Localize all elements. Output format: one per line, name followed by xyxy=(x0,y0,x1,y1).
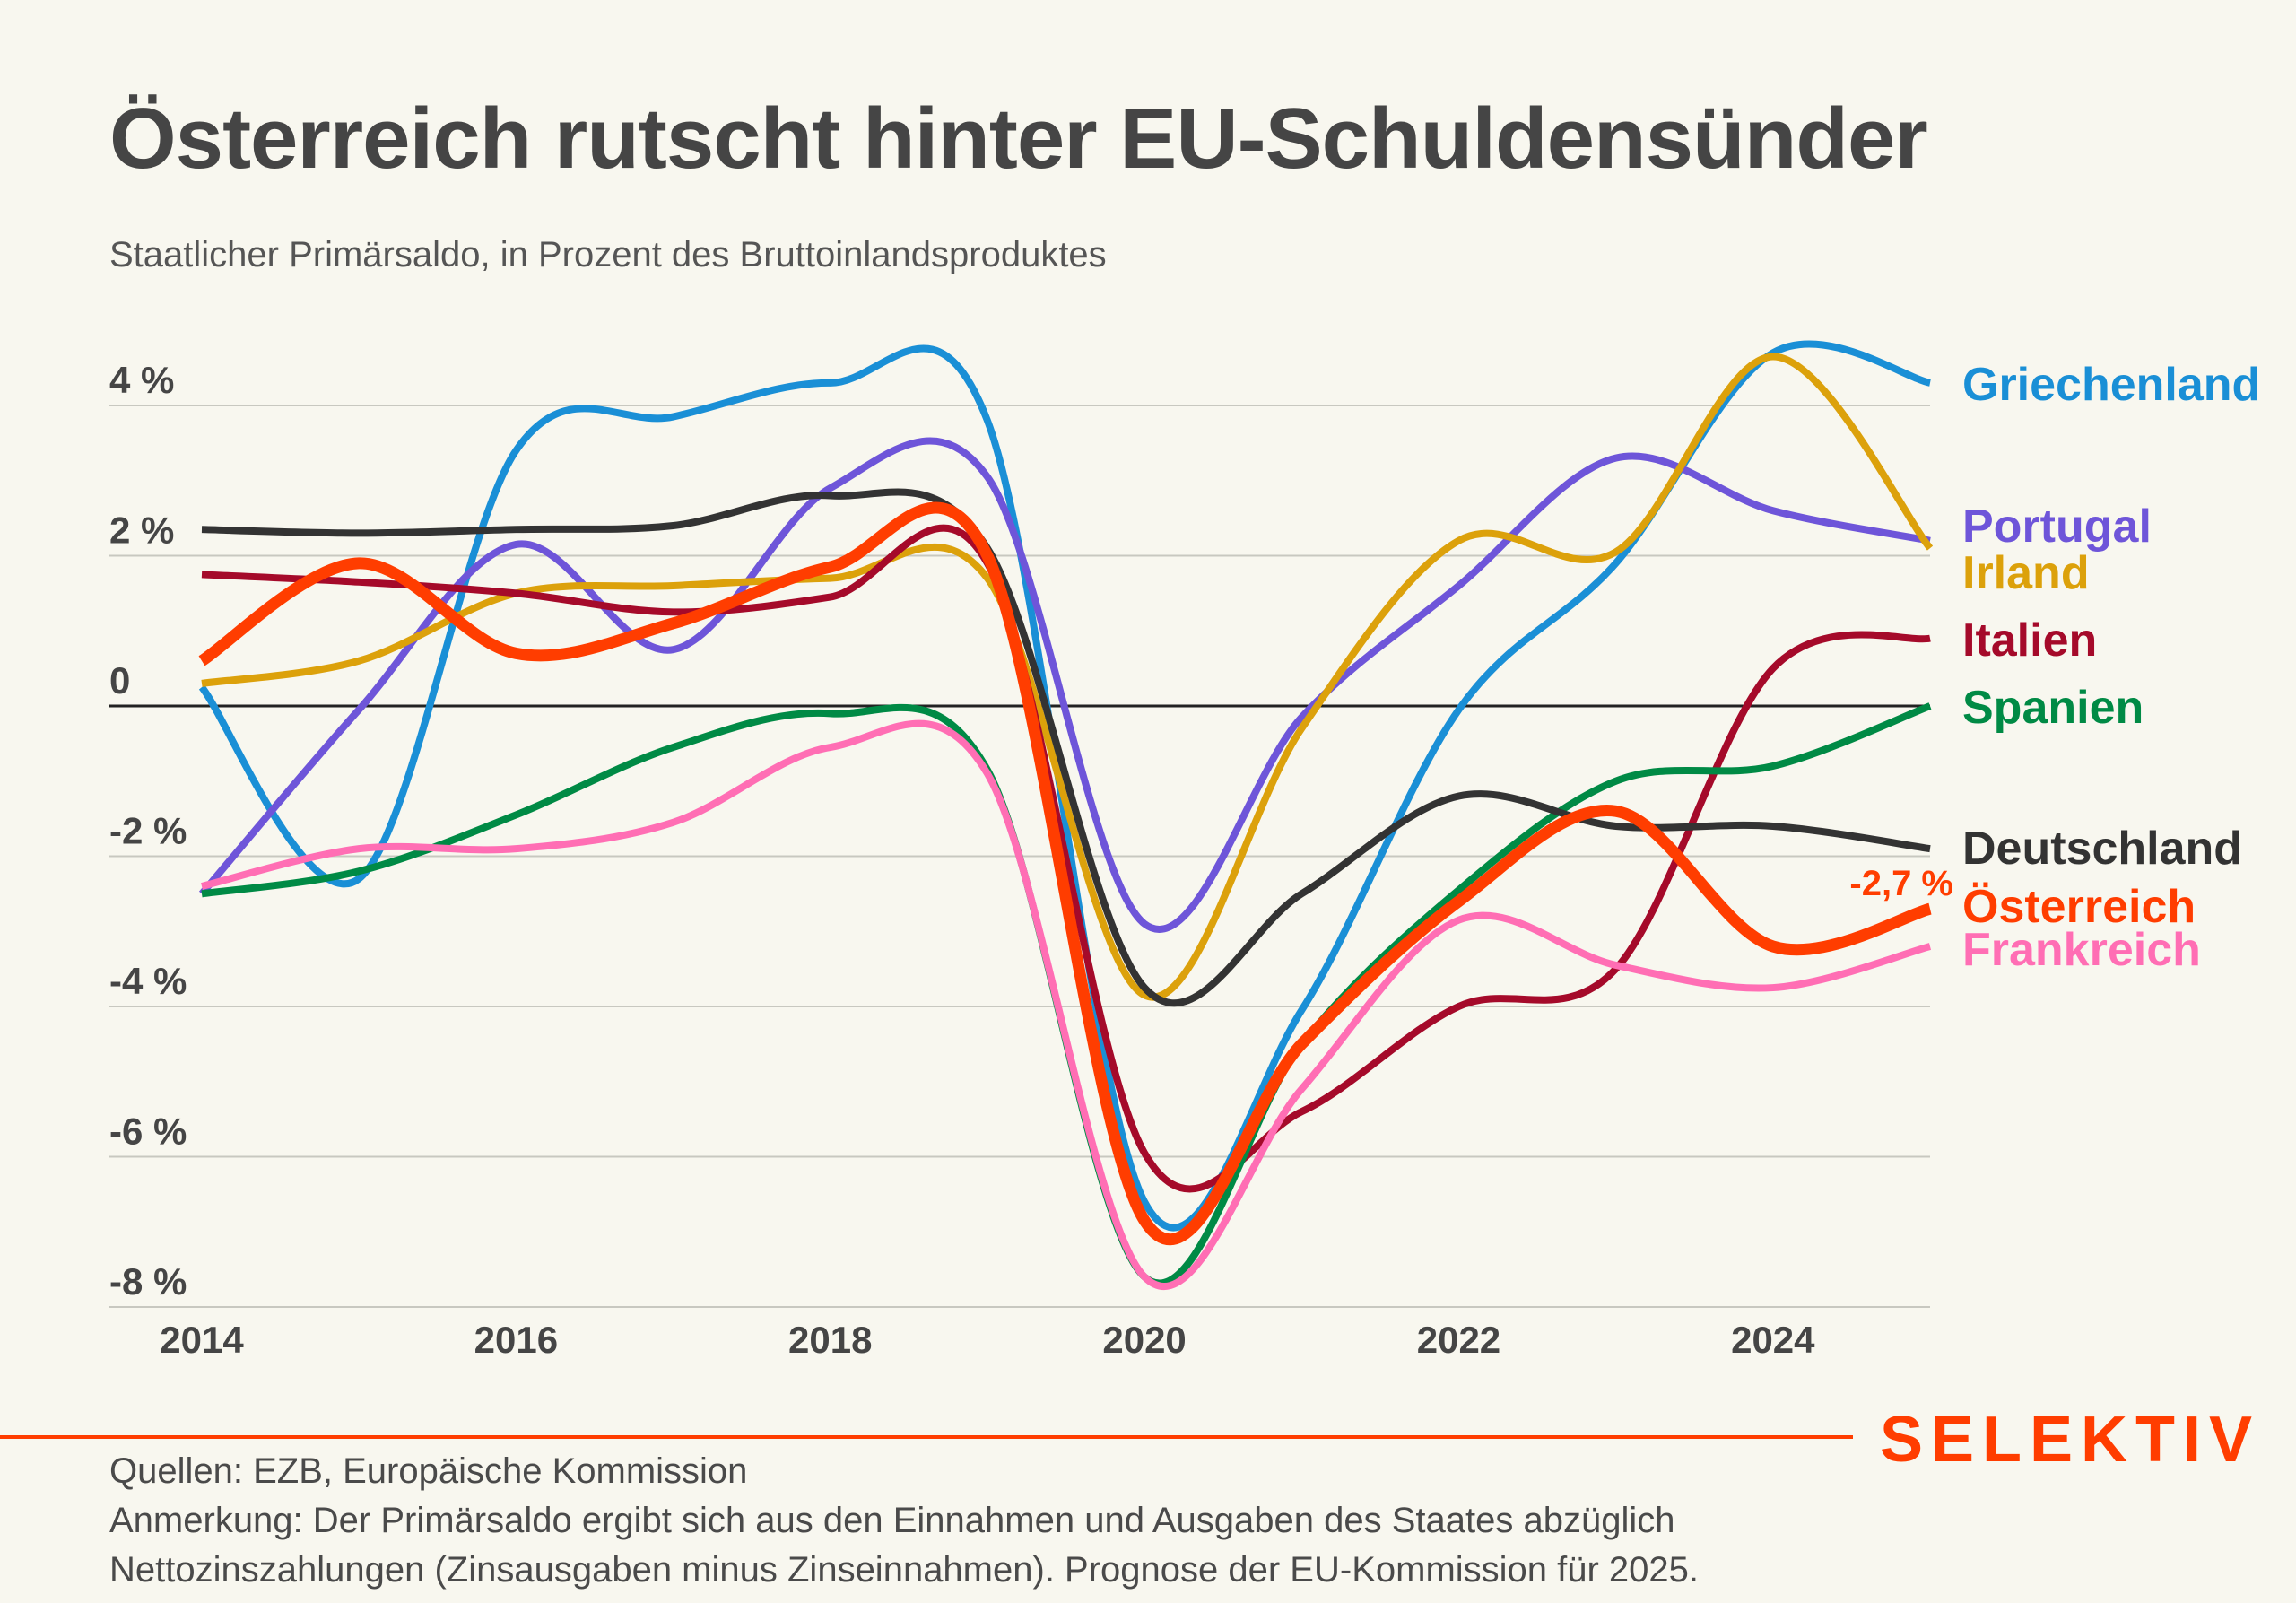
series-label-griechenland: Griechenland xyxy=(1962,359,2260,411)
annotation-oesterreich-value: -2,7 % xyxy=(1849,864,1953,903)
series-label-portugal: Portugal xyxy=(1962,501,2152,553)
series-label-deutschland: Deutschland xyxy=(1962,823,2242,875)
x-tick-label: 2024 xyxy=(1731,1319,1815,1361)
series-line-oesterreich xyxy=(198,501,1932,1245)
y-tick-label: -2 % xyxy=(109,810,187,852)
series-label-irland: Irland xyxy=(1962,547,2090,599)
y-tick-label: 2 % xyxy=(109,510,174,552)
series-line-frankreich xyxy=(201,719,1932,1290)
x-tick-label: 2016 xyxy=(474,1319,558,1361)
x-tick-label: 2022 xyxy=(1417,1319,1500,1361)
y-tick-label: -4 % xyxy=(109,960,187,1002)
brand-logo: SELEKTIV xyxy=(1880,1404,2261,1476)
y-tick-label: -8 % xyxy=(109,1260,187,1302)
series-line-deutschland xyxy=(201,488,1931,1007)
x-tick-label: 2020 xyxy=(1102,1319,1186,1361)
series-line-portugal xyxy=(198,437,1931,933)
y-tick-label: 4 % xyxy=(109,359,174,401)
series-line-griechenland xyxy=(198,340,1931,1232)
series-label-oesterreich: Österreich xyxy=(1962,881,2196,933)
y-tick-label: 0 xyxy=(109,659,130,701)
chart-subtitle: Staatlicher Primärsaldo, in Prozent des … xyxy=(109,235,1107,274)
footer-note-line1: Anmerkung: Der Primärsaldo ergibt sich a… xyxy=(109,1501,1675,1540)
series-label-frankreich: Frankreich xyxy=(1962,924,2201,976)
x-tick-label: 2018 xyxy=(788,1319,872,1361)
footer-sources: Quellen: EZB, Europäische Kommission xyxy=(109,1451,748,1491)
footer-divider xyxy=(0,1435,1853,1439)
chart-title: Österreich rutscht hinter EU-Schuldensün… xyxy=(109,91,1928,187)
series-line-italien xyxy=(201,524,1931,1193)
series-label-spanien: Spanien xyxy=(1962,682,2144,734)
y-tick-label: -6 % xyxy=(109,1111,187,1153)
footer-note-line2: Nettozinszahlungen (Zinsausgaben minus Z… xyxy=(109,1550,1700,1590)
series-label-italien: Italien xyxy=(1962,614,2097,666)
x-tick-label: 2014 xyxy=(160,1319,244,1361)
series-line-irland xyxy=(201,353,1934,1001)
